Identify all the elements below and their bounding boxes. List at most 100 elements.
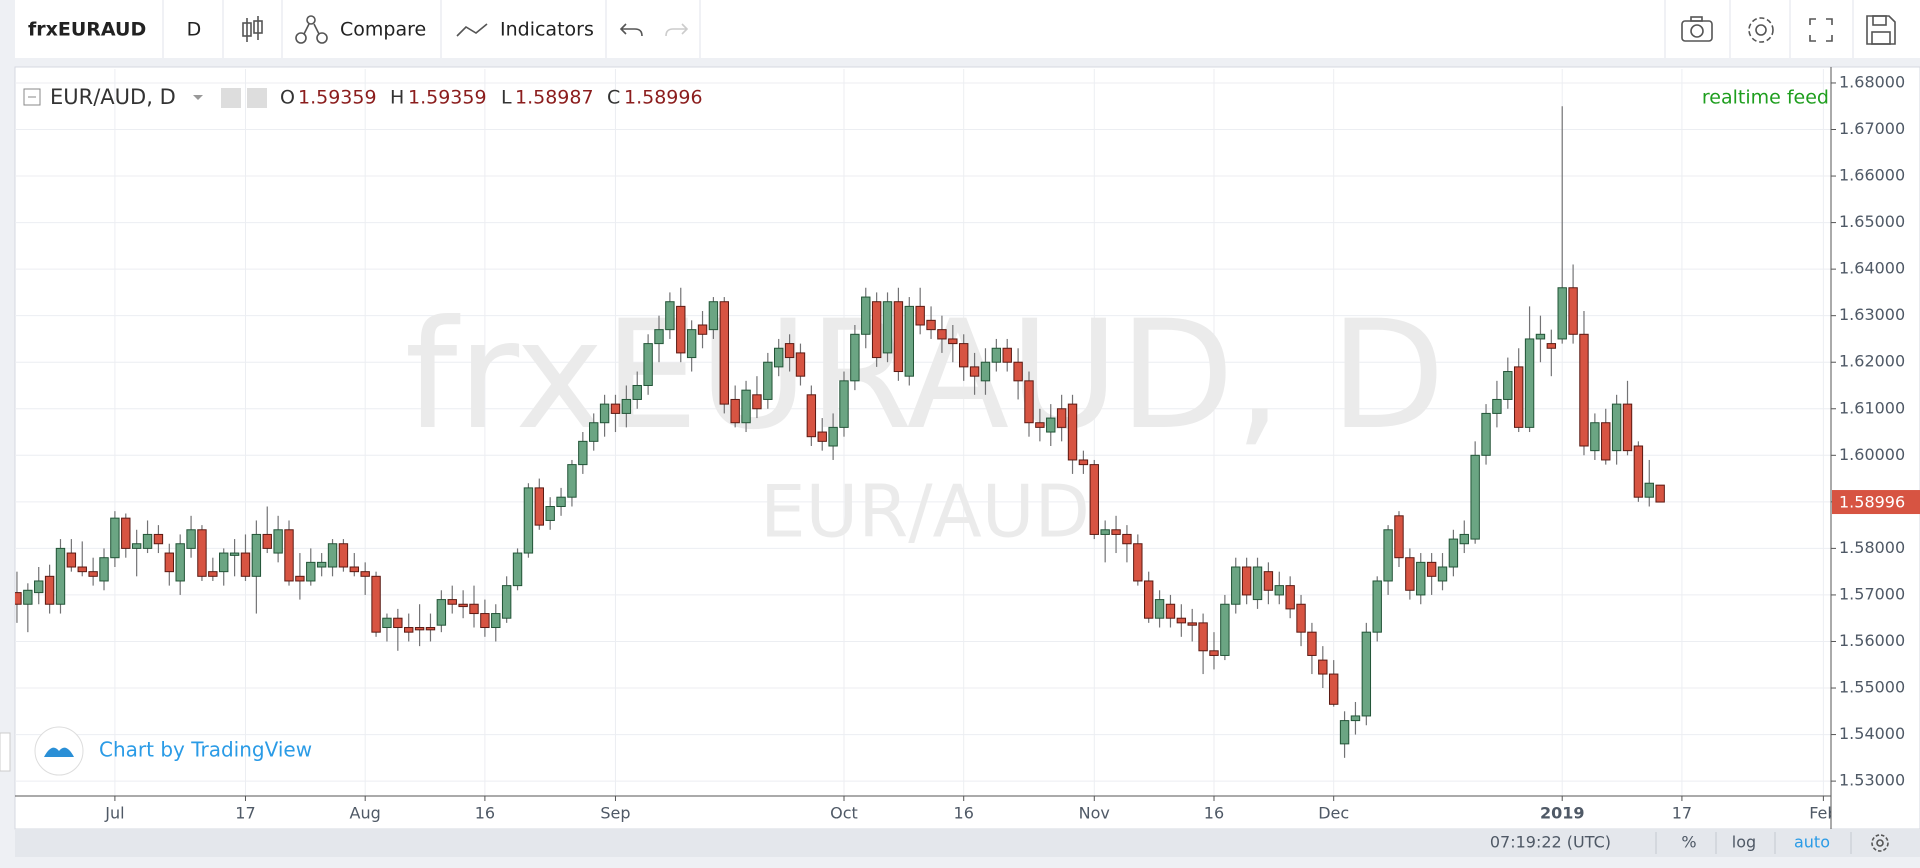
x-tick-label: 16 <box>1204 804 1224 823</box>
candle-body <box>882 301 893 354</box>
symbol-button[interactable]: frxEURAUD <box>28 19 146 41</box>
candle-body <box>1187 622 1197 626</box>
candle-body <box>871 301 882 359</box>
candle-body <box>958 343 969 368</box>
candle-body <box>1372 580 1382 633</box>
candle-body <box>1405 557 1415 591</box>
candle-body <box>99 557 109 582</box>
candle-body <box>1470 454 1480 540</box>
low-value: 1.58987 <box>515 87 594 109</box>
close-value: 1.58996 <box>624 87 703 109</box>
candle-body <box>1568 287 1578 335</box>
candle-body <box>937 329 947 340</box>
interval-button[interactable]: D <box>187 19 202 41</box>
toolbar <box>15 0 1920 58</box>
candle-body <box>643 343 653 386</box>
log-toggle[interactable]: log <box>1732 833 1756 852</box>
y-tick-label: 1.67000 <box>1839 119 1905 138</box>
side-toggle[interactable] <box>0 732 11 772</box>
candle-body <box>817 431 827 442</box>
candle-body <box>77 566 87 573</box>
x-tick-label: Nov <box>1079 804 1110 823</box>
candle-body <box>1383 529 1393 582</box>
last-price-label: 1.58996 <box>1839 493 1905 512</box>
status-bar <box>15 829 1920 857</box>
candle-body <box>1437 566 1448 582</box>
auto-toggle[interactable]: auto <box>1794 833 1830 852</box>
open-value: 1.59359 <box>298 87 377 109</box>
watermark-symbol: frxEURAUD, D <box>405 289 1446 463</box>
percent-toggle[interactable]: % <box>1681 833 1696 852</box>
candle-body <box>208 571 218 577</box>
candle-body <box>229 552 240 556</box>
y-tick-label: 1.54000 <box>1839 724 1905 743</box>
candle-body <box>1176 617 1187 624</box>
candle-body <box>371 575 381 633</box>
indicators-icon[interactable] <box>456 23 488 37</box>
candle-body <box>752 394 762 410</box>
candle-body <box>414 627 425 631</box>
candle-body <box>1296 603 1306 633</box>
candle-body <box>991 347 1002 363</box>
fullscreen-button[interactable] <box>1809 18 1833 42</box>
candle-body <box>686 329 697 359</box>
chart-style-button[interactable] <box>242 16 263 42</box>
candle-body <box>1361 631 1372 717</box>
visibility-button[interactable] <box>221 88 241 108</box>
candle-body <box>1154 599 1165 619</box>
candle-body <box>1165 603 1176 619</box>
y-tick-label: 1.57000 <box>1839 584 1905 603</box>
snapshot-button[interactable] <box>1681 16 1713 42</box>
indicators-button[interactable]: Indicators <box>500 19 594 41</box>
candle-body <box>284 529 294 582</box>
undo-button[interactable] <box>619 23 643 37</box>
high-label: H <box>390 87 404 109</box>
candle-body <box>316 561 327 568</box>
format-button[interactable] <box>247 88 267 108</box>
candle-body <box>240 552 251 577</box>
compare-icon[interactable] <box>295 15 328 44</box>
y-tick-label: 1.55000 <box>1839 678 1905 697</box>
candle-body <box>447 599 457 605</box>
candle-body <box>295 575 305 582</box>
candle-body <box>251 533 262 577</box>
candle-body <box>534 487 544 526</box>
candle-body <box>926 319 936 331</box>
candle-body <box>545 506 555 521</box>
save-button[interactable] <box>1866 15 1896 45</box>
redo-button[interactable] <box>665 23 689 37</box>
candle-body <box>1535 333 1546 340</box>
candle-body <box>1263 571 1274 591</box>
candle-body <box>131 543 142 549</box>
candle-body <box>763 361 773 400</box>
candle-body <box>621 398 632 414</box>
candle-body <box>1056 408 1067 428</box>
candle-body <box>404 627 414 633</box>
candle-body <box>1318 659 1328 675</box>
candle-body <box>1492 398 1502 414</box>
last-price-tag <box>1832 490 1920 515</box>
candle-body <box>338 543 349 568</box>
candle-body <box>1285 585 1295 610</box>
y-tick-label: 1.62000 <box>1839 352 1905 371</box>
compare-button[interactable]: Compare <box>340 19 426 41</box>
candle-body <box>1503 371 1513 400</box>
candle-body <box>306 561 316 582</box>
settings-button[interactable] <box>1748 17 1774 43</box>
candle-body <box>697 324 708 335</box>
collapse-button[interactable] <box>23 88 41 106</box>
candle-body <box>795 352 806 377</box>
candle-body <box>523 487 534 554</box>
candle-body <box>850 333 860 382</box>
candle-body <box>1046 417 1056 433</box>
branding-link[interactable]: Chart by TradingView <box>99 738 312 762</box>
scale-settings[interactable] <box>1871 834 1889 852</box>
candle-body <box>1013 361 1023 382</box>
legend-menu[interactable] <box>193 95 203 100</box>
candle-body <box>142 533 153 549</box>
candle-body <box>1209 650 1219 656</box>
candle-body <box>1035 422 1045 428</box>
y-tick-label: 1.65000 <box>1839 212 1905 231</box>
candle-body <box>784 343 795 359</box>
